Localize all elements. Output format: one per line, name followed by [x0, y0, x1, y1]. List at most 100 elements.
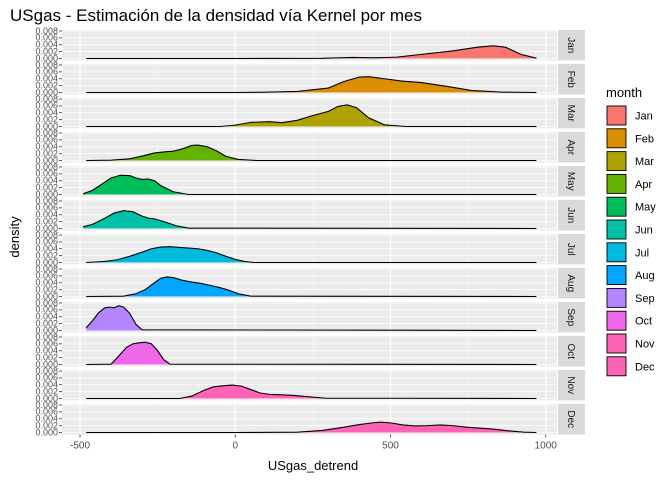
facet-strip-label: Sep: [565, 308, 576, 326]
y-tick-label: 0.008: [35, 230, 58, 240]
y-tick-label: 0.006: [35, 169, 58, 179]
density-line-jul: [86, 246, 537, 264]
y-tick-label: 0.004: [35, 74, 58, 84]
y-tick-label: 0.000: [35, 257, 58, 267]
y-tick-label: 0.004: [35, 380, 58, 390]
legend-label: Feb: [635, 133, 654, 145]
density-area-aug: [86, 276, 537, 297]
legend-swatch: [606, 287, 627, 308]
legend-item-apr: Apr: [606, 173, 652, 194]
density-area-oct: [86, 342, 537, 365]
legend-item-oct: Oct: [606, 310, 652, 331]
facet-strip: [558, 132, 585, 163]
x-tick-label: -500: [70, 441, 90, 452]
panel-background: [62, 370, 557, 401]
y-tick-label: 0.006: [35, 271, 58, 281]
legend-title: month: [606, 85, 642, 100]
facet-strip-label: Oct: [565, 343, 576, 359]
y-tick-label: 0.006: [35, 305, 58, 315]
y-tick-label: 0.000: [35, 291, 58, 301]
density-area-jan: [86, 45, 537, 59]
facet-strip: [558, 268, 585, 299]
x-axis: -500 0 500 1000: [70, 434, 557, 452]
legend-swatch: [606, 173, 627, 194]
y-tick-label: 0.006: [35, 33, 58, 43]
legend-item-may: May: [606, 196, 656, 217]
y-tick-label: 0.006: [35, 101, 58, 111]
density-line-mar: [86, 104, 537, 128]
density-line-apr: [86, 144, 537, 162]
y-tick-label: 0.006: [35, 373, 58, 383]
facet-strip: [558, 30, 585, 61]
y-tick-label: 0.000: [35, 427, 58, 437]
panels: 0.0000.0020.0040.0060.008Jan0.0000.0020.…: [35, 26, 585, 437]
facet-strip: [558, 302, 585, 333]
y-tick-label: 0.006: [35, 67, 58, 77]
facet-strip-label: Jul: [565, 243, 576, 256]
density-line-jun: [82, 210, 537, 230]
y-tick-label: 0.008: [35, 400, 58, 410]
y-tick-label: 0.006: [35, 407, 58, 417]
legend-label: Nov: [635, 339, 655, 351]
y-tick-label: 0.004: [35, 312, 58, 322]
y-tick-label: 0.002: [35, 80, 58, 90]
legend-label: Jul: [635, 247, 649, 259]
y-tick-label: 0.008: [35, 366, 58, 376]
y-tick-label: 0.002: [35, 318, 58, 328]
facet-strip: [558, 64, 585, 95]
y-tick-label: 0.002: [35, 182, 58, 192]
legend-item-jul: Jul: [606, 242, 649, 263]
y-tick-label: 0.008: [35, 196, 58, 206]
y-tick-label: 0.002: [35, 114, 58, 124]
y-tick-label: 0.004: [35, 176, 58, 186]
density-area-may: [83, 175, 537, 195]
legend-label: Jan: [635, 111, 653, 123]
density-line-sep: [85, 305, 537, 332]
legend: month Jan Feb Mar Apr May Jun Jul Aug Sep Oct Nov D…: [606, 85, 656, 377]
y-tick-label: 0.008: [35, 298, 58, 308]
legend-swatch: [606, 196, 627, 217]
y-tick-label: 0.006: [35, 203, 58, 213]
density-line-may: [82, 174, 537, 196]
legend-swatch: [606, 128, 627, 149]
y-tick-label: 0.004: [35, 278, 58, 288]
legend-item-mar: Mar: [606, 151, 654, 172]
legend-label: Mar: [635, 156, 654, 168]
legend-swatch: [606, 242, 627, 263]
legend-label: Sep: [635, 293, 655, 305]
density-area-feb: [86, 76, 537, 93]
facet-strip: [558, 166, 585, 197]
legend-swatch: [606, 265, 627, 286]
y-tick-label: 0.002: [35, 420, 58, 430]
y-tick-label: 0.004: [35, 346, 58, 356]
facet-strip: [558, 234, 585, 265]
legend-label: Dec: [635, 361, 655, 373]
legend-item-jun: Jun: [606, 219, 653, 240]
y-tick-label: 0.008: [35, 332, 58, 342]
density-line-feb: [86, 76, 537, 94]
y-tick-label: 0.006: [35, 237, 58, 247]
legend-label: May: [635, 202, 656, 214]
density-area-sep: [86, 305, 537, 331]
y-tick-label: 0.002: [35, 284, 58, 294]
y-tick-label: 0.008: [35, 26, 58, 36]
legend-item-nov: Nov: [606, 333, 655, 354]
y-tick-label: 0.004: [35, 414, 58, 424]
y-tick-label: 0.004: [35, 40, 58, 50]
density-area-mar: [86, 104, 537, 127]
facet-strip-label: Feb: [565, 71, 576, 89]
facet-strip-label: Jun: [565, 207, 576, 223]
y-tick-label: 0.002: [35, 46, 58, 56]
x-tick-label: 0: [232, 441, 238, 452]
legend-swatch: [606, 333, 627, 354]
facet-strip-label: May: [565, 172, 576, 191]
y-tick-label: 0.008: [35, 60, 58, 70]
facet-strip-label: Mar: [565, 105, 576, 123]
legend-label: Aug: [635, 270, 655, 282]
